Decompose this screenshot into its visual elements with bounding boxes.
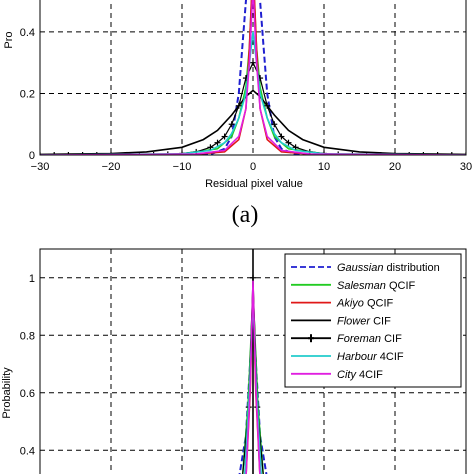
foreman-marker xyxy=(250,274,256,281)
series-line-akiyo-qcif xyxy=(40,0,466,155)
foreman-marker xyxy=(150,152,157,155)
panel-a-ylabel: Pro xyxy=(3,31,15,48)
foreman-marker xyxy=(278,133,285,140)
panel-b-series xyxy=(238,249,268,474)
foreman-marker xyxy=(434,152,441,155)
legend-label: Gaussian distribution xyxy=(337,262,440,274)
series-line-harbour-4cif xyxy=(40,31,466,155)
foreman-marker xyxy=(420,152,427,155)
legend-item: Foreman CIF xyxy=(291,333,402,345)
x-tick-label: −20 xyxy=(102,161,121,173)
x-tick-label: 30 xyxy=(460,161,472,173)
legend-item: City 4CIF xyxy=(291,369,383,381)
foreman-marker xyxy=(207,144,214,151)
y-tick-label: 0.4 xyxy=(20,445,35,457)
panel-a-frame xyxy=(39,0,467,156)
foreman-marker xyxy=(377,152,384,155)
legend-label: Akiyo QCIF xyxy=(336,298,394,310)
foreman-marker xyxy=(65,152,72,155)
legend-item: Gaussian distribution xyxy=(291,262,440,274)
panel-a: 0 0.2 0.4 −30 −20 −10 0 10 20 30 Residual pixel v… xyxy=(3,0,472,228)
legend-item: Salesman QCIF xyxy=(291,280,416,292)
series-line-gaussian-distribution xyxy=(40,0,466,155)
foreman-marker xyxy=(79,152,86,155)
y-tick-label: 0.6 xyxy=(20,388,35,400)
foreman-marker xyxy=(392,152,398,155)
foreman-marker xyxy=(292,144,299,151)
foreman-marker xyxy=(406,152,413,155)
foreman-marker xyxy=(349,152,356,155)
legend-item: Flower CIF xyxy=(291,315,391,327)
series-line-flower-cif xyxy=(40,89,466,155)
foreman-marker xyxy=(93,152,100,155)
panel-b-legend: Gaussian distribution Salesman QCIF Akiyo … xyxy=(284,253,462,388)
foreman-marker xyxy=(221,133,228,140)
x-tick-label: −30 xyxy=(31,161,50,173)
foreman-marker xyxy=(235,102,242,109)
legend-label: Harbour 4CIF xyxy=(337,351,404,363)
legend-label: Salesman QCIF xyxy=(337,280,416,292)
foreman-marker xyxy=(122,152,129,155)
foreman-marker xyxy=(136,152,143,155)
foreman-marker xyxy=(285,139,292,146)
x-tick-label: 10 xyxy=(318,161,330,173)
panel-b: 0.4 0.6 0.8 1 Probability Gaussian distribu… xyxy=(1,248,467,474)
legend-item: Akiyo QCIF xyxy=(291,298,394,310)
legend-item: Harbour 4CIF xyxy=(291,351,404,363)
panel-a-series xyxy=(40,0,466,155)
y-tick-label: 0.8 xyxy=(20,330,35,342)
y-tick-label: 0 xyxy=(29,150,35,162)
panel-b-frame xyxy=(39,248,467,474)
panel-b-ylabel: Probability xyxy=(1,367,13,419)
series-line-city-4cif xyxy=(245,280,261,474)
y-tick-label: 0.4 xyxy=(20,27,35,39)
foreman-marker xyxy=(271,121,278,128)
legend-label: Flower CIF xyxy=(337,315,391,327)
x-tick-label: −10 xyxy=(173,161,192,173)
panel-a-xlabel: Residual pixel value xyxy=(205,178,303,190)
y-tick-label: 0.2 xyxy=(20,88,35,100)
x-tick-label: 20 xyxy=(389,161,401,173)
panel-a-grid xyxy=(40,0,466,155)
panel-a-caption: (a) xyxy=(232,202,259,228)
foreman-marker xyxy=(448,152,455,155)
foreman-marker xyxy=(228,121,235,128)
panel-b-ticks: 0.4 0.6 0.8 1 xyxy=(20,273,35,458)
legend-label: City 4CIF xyxy=(337,369,383,381)
foreman-marker xyxy=(214,139,221,146)
foreman-marker xyxy=(363,152,370,155)
foreman-marker xyxy=(264,102,271,109)
panel-a-ticks: 0 0.2 0.4 −30 −20 −10 0 10 20 30 xyxy=(20,27,472,173)
foreman-marker xyxy=(108,152,114,155)
foreman-marker xyxy=(51,152,58,155)
legend-label: Foreman CIF xyxy=(337,333,402,345)
y-tick-label: 1 xyxy=(29,273,35,285)
x-tick-label: 0 xyxy=(250,161,256,173)
foreman-marker xyxy=(250,59,256,66)
series-line-city-4cif xyxy=(40,0,466,155)
